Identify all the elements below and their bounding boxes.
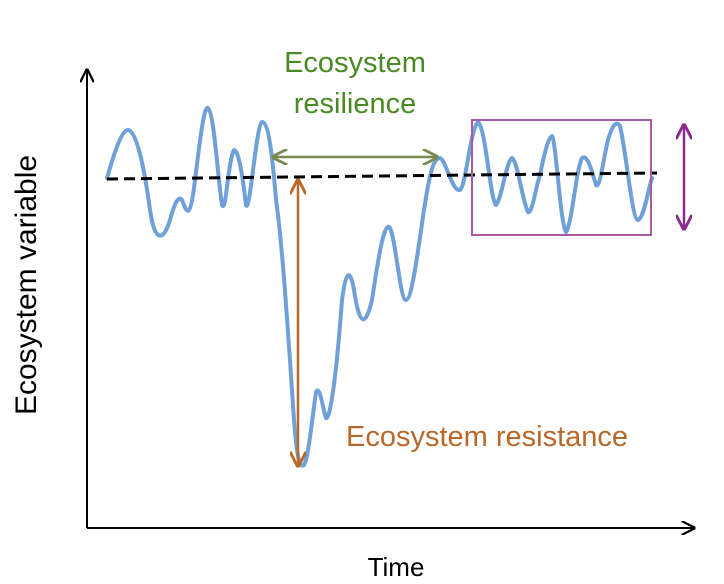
resilience-label-line1: Ecosystem — [284, 47, 426, 79]
y-axis-label: Ecosystem variable — [10, 155, 43, 415]
resistance-label: Ecosystem resistance — [346, 421, 628, 453]
x-axis-label: Time — [368, 552, 425, 582]
resilience-label-line2: resilience — [294, 88, 417, 120]
variability-box — [471, 119, 652, 236]
ecosystem-variable-curve — [105, 105, 654, 468]
baseline-dashed-line — [106, 171, 658, 181]
